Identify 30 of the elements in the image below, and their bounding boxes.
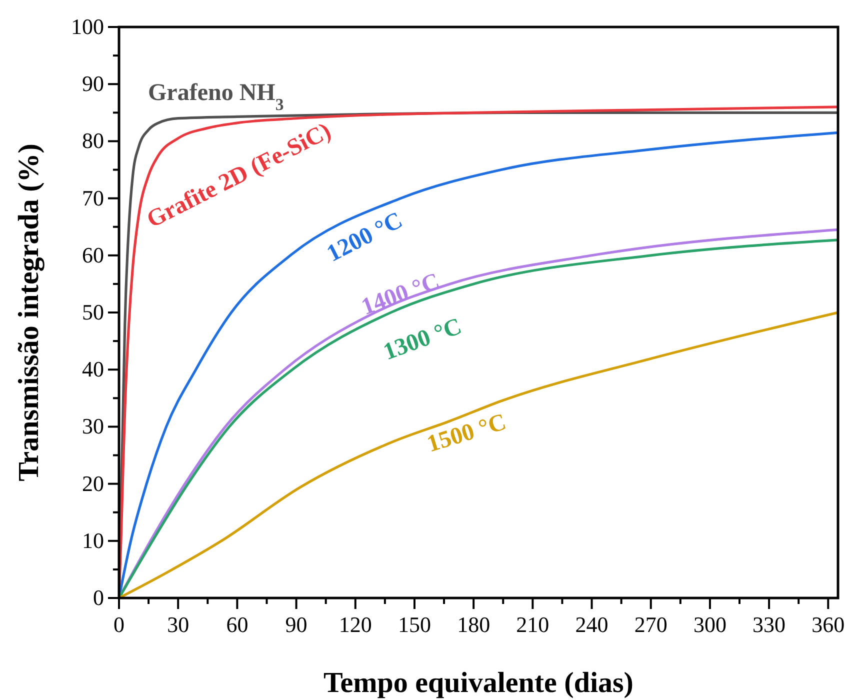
y-axis-title: Transmissão integrada (%) bbox=[13, 144, 45, 482]
series-label: Grafeno NH$_{3}$ bbox=[148, 80, 284, 114]
y-tick-label: 90 bbox=[82, 71, 104, 96]
y-tick-label: 30 bbox=[82, 414, 104, 439]
x-tick-label: 300 bbox=[693, 612, 726, 637]
y-tick-label: 40 bbox=[82, 356, 104, 382]
y-tick-label: 0 bbox=[93, 585, 104, 610]
x-tick-label: 120 bbox=[338, 612, 372, 637]
x-tick-label: 330 bbox=[752, 612, 786, 637]
y-tick-label: 80 bbox=[82, 128, 104, 154]
y-tick-label: 70 bbox=[82, 185, 104, 210]
x-axis-title: Tempo equivalente (dias) bbox=[324, 667, 634, 699]
x-tick-label: 180 bbox=[457, 612, 490, 637]
y-tick-label: 100 bbox=[71, 14, 104, 39]
x-tick-label: 30 bbox=[167, 612, 190, 637]
x-tick-label: 360 bbox=[812, 612, 845, 637]
x-tick-label: 60 bbox=[226, 612, 248, 637]
x-tick-label: 270 bbox=[634, 612, 668, 637]
y-tick-label: 10 bbox=[82, 528, 104, 553]
y-tick-label: 50 bbox=[82, 300, 104, 324]
text: 1500 °C bbox=[424, 409, 510, 458]
x-tick-label: 210 bbox=[516, 612, 550, 637]
y-tick-label: 60 bbox=[82, 242, 104, 268]
x-tick-label: 0 bbox=[114, 612, 124, 637]
text: 1300 °C bbox=[380, 314, 466, 366]
text: 1200 °C bbox=[322, 207, 407, 268]
x-tick-label: 90 bbox=[285, 612, 308, 637]
y-tick-label: 20 bbox=[82, 470, 104, 496]
x-tick-label: 150 bbox=[398, 612, 431, 637]
x-tick-label: 240 bbox=[575, 612, 608, 637]
